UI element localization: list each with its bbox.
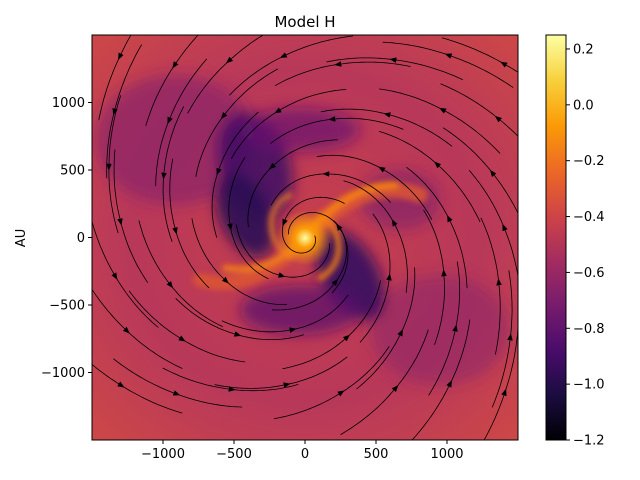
streamline xyxy=(440,83,518,137)
y-tick-label: 0 xyxy=(77,231,85,246)
streamline xyxy=(98,35,132,121)
heatmap-plot xyxy=(92,35,518,440)
colorbar-gradient xyxy=(545,34,567,441)
y-tick-label: −1000 xyxy=(41,366,85,381)
x-tick-label: 0 xyxy=(301,447,309,462)
x-tick-label: −500 xyxy=(216,447,252,462)
y-axis-label: AU xyxy=(14,229,29,247)
y-tick-label: 1000 xyxy=(52,96,85,111)
y-tick-label: 500 xyxy=(60,164,85,179)
streamline xyxy=(92,363,183,414)
streamlines xyxy=(92,35,518,440)
streamline xyxy=(145,35,199,126)
colorbar-tick-label: −0.4 xyxy=(573,210,605,225)
y-axis: −1000 −500 0 500 1000 xyxy=(41,96,92,381)
colorbar-tick-label: −0.2 xyxy=(573,154,605,169)
colorbar-tick-label: 0.2 xyxy=(573,42,594,57)
x-axis: −1000 −500 0 500 1000 xyxy=(141,440,464,462)
colorbar-tick-label: 0.0 xyxy=(573,98,594,113)
x-tick-label: 1000 xyxy=(430,447,463,462)
colorbar-ticks: −1.2 −1.0 −0.8 −0.6 −0.4 −0.2 0.0 0.2 xyxy=(566,42,605,449)
colorbar: −1.2 −1.0 −0.8 −0.6 −0.4 −0.2 0.0 0.2 xyxy=(545,34,605,449)
colorbar-tick-label: −1.2 xyxy=(573,434,605,449)
streamline xyxy=(441,37,518,73)
chart-title: Model H xyxy=(274,13,335,31)
colorbar-tick-label: −1.0 xyxy=(573,378,605,393)
x-tick-label: −1000 xyxy=(141,447,185,462)
y-tick-label: −500 xyxy=(49,299,85,314)
colorbar-tick-label: −0.6 xyxy=(573,266,605,281)
colorbar-tick-label: −0.8 xyxy=(573,322,605,337)
x-tick-label: 500 xyxy=(364,447,389,462)
